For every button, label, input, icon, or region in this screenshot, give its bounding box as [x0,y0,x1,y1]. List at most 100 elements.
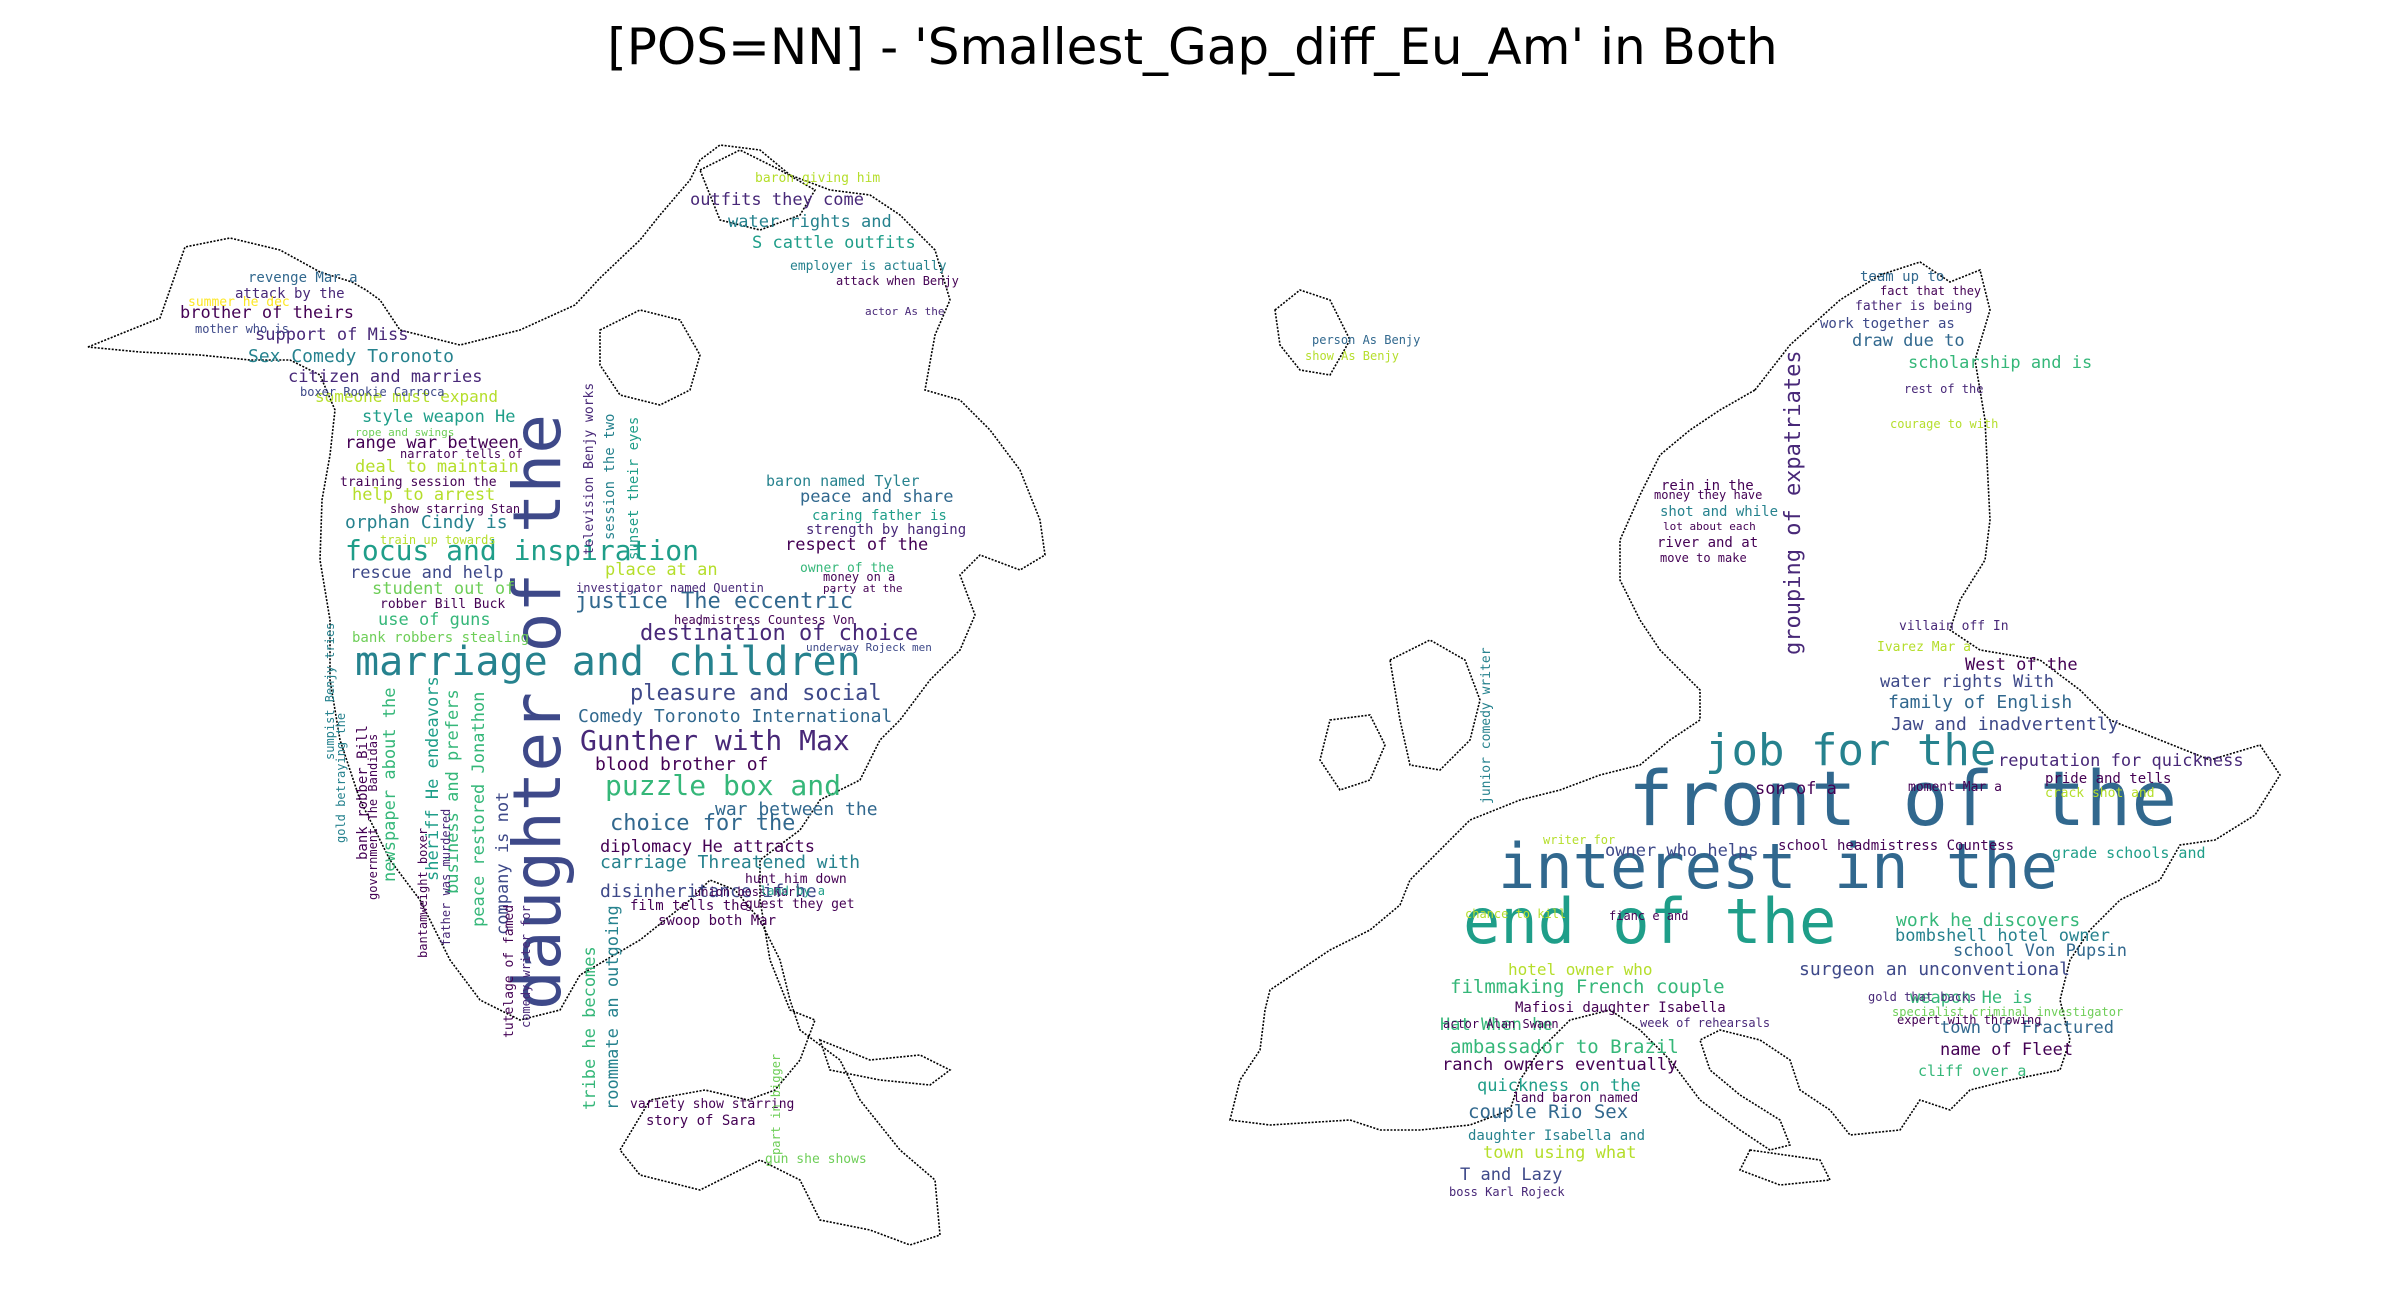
europe-word: actor Alan Swann [1443,1017,1559,1031]
europe-word: hotel owner who [1508,960,1653,979]
europe-word: weapon He is [1910,988,2033,1008]
europe-word: daughter Isabella and [1468,1128,1645,1144]
america-word: baron named Tyler [766,472,920,490]
europe-word: father is being [1855,299,1972,314]
europe-word: river and at [1657,535,1758,551]
america-word: outfits they come [690,190,864,210]
america-word: variety show starring [630,1097,794,1112]
europe-word: front of the [1628,754,2177,843]
europe-word: work he discovers [1896,910,2080,931]
europe-outline [1229,261,2281,1186]
america-word: newspaper about the [380,688,400,882]
europe-word: school Von Pupsin [1953,941,2127,961]
america-word: owner of the [800,561,894,576]
europe-word: writer for [1543,833,1615,847]
europe-word: lot about each [1663,520,1756,533]
america-word: attack when Benjy [836,274,959,288]
europe-word: gold that backs [1868,990,1976,1004]
europe-word: grade schools and [2052,844,2206,862]
america-word: show starring Stan [390,502,520,516]
america-word: headmistress Countess Von [674,613,855,627]
america-word: underway Rojeck men [806,641,932,654]
europe-word: land baron named [1513,1091,1638,1106]
america-word: money on a [823,570,895,584]
america-word: help to arrest [352,485,495,505]
america-word: blood brother of [595,754,768,775]
europe-word: rein in the [1661,478,1754,494]
america-word: strength by hanging [806,522,966,538]
america-word: S cattle outfits [752,233,916,253]
america-word: respect of the [785,535,928,555]
europe-word: show As Benjy [1305,349,1399,363]
america-word: father was murdered [439,809,453,946]
europe-word: Mafiosi daughter Isabella [1515,1000,1726,1016]
america-word: gold betraying the [334,713,348,843]
europe-word: move to make [1660,551,1747,565]
america-word: employer is actually [790,259,947,274]
america-word: sunset their eyes [626,417,642,560]
europe-word: T and Lazy [1460,1165,1562,1185]
america-word: Gunther with Max [580,724,850,757]
america-word: mother who is [195,322,289,336]
america-word: Comedy Toronoto International [578,706,892,727]
america-word: war between the [715,799,878,820]
america-word: bank robbers stealing [352,630,529,646]
europe-word: money they have [1654,488,1762,502]
america-word: range war between [345,433,519,453]
america-word: Sex Comedy Toronoto [248,346,454,367]
america-word: roommate an outgoing [603,905,623,1110]
america-word: hunt him down [745,872,847,887]
europe-word: name of Fleet [1940,1040,2073,1060]
america-word: place at an [605,560,718,580]
america-word: someone must expand [315,387,498,406]
europe-word: bombshell hotel owner [1895,926,2110,946]
america-word: destination of choice [640,621,918,646]
america-word: focus and inspiration [345,534,699,567]
europe-word: rest of the [1904,382,1983,396]
america-word: student out of [372,579,515,599]
europe-word: moment Mar a [1908,780,2002,795]
america-word: pleasure and social [630,681,882,706]
europe-word: pride and tells [2045,771,2171,787]
america-word: baron giving him [755,171,880,186]
america-word: rescue and help [350,563,504,583]
america-word: peace and share [800,487,954,507]
america-word: tutelage of famed [502,905,517,1038]
europe-word: cliff over a [1918,1062,2026,1080]
europe-word: scholarship and is [1908,353,2092,373]
chart-title: [POS=NN] - 'Smallest_Gap_diff_Eu_Am' in … [607,18,1778,76]
america-word: robber Bill Buck [380,597,505,612]
europe-word: team up to [1860,269,1944,285]
america-word: daughter of the [499,414,576,1010]
europe-word: crack shot and [2045,786,2155,801]
america-word: part in bigger [769,1054,783,1155]
america-word: gun she shows [765,1152,867,1167]
america-word: actor As the [865,305,944,318]
america-word: business and prefers [443,689,463,894]
europe-word: work together as [1820,316,1955,332]
europe-word: villain off In [1899,619,2009,634]
america-word: company is not [493,792,513,935]
america-word: style weapon He [362,407,516,427]
america-word: bantamweight boxer [416,828,430,958]
america-word: peace restored Jonathon [469,692,489,927]
america-word: rope and swings [355,426,454,439]
america-word: deal to maintain [355,457,519,477]
europe-word: town of Fractured [1940,1018,2114,1038]
europe-word: couple Rio Sex [1468,1101,1628,1123]
america-word: story of Sara [646,1113,756,1129]
america-word: union boss Karl [694,885,802,899]
europe-word: town using what [1483,1143,1637,1163]
europe-word: junior comedy writer [1479,647,1494,804]
europe-word: chance to kill [1465,907,1566,921]
europe-word: reputation for quickness [1998,751,2244,771]
europe-word: family of English [1888,692,2072,713]
america-word: revenge Mar a [248,270,358,286]
europe-word: filmmaking French couple [1450,976,1725,998]
europe-word: ambassador to Brazil [1450,1036,1679,1058]
europe-word: owner who helps [1605,841,1759,861]
america-word: attack by the [235,286,345,302]
europe-word: job for the [1705,725,1996,776]
